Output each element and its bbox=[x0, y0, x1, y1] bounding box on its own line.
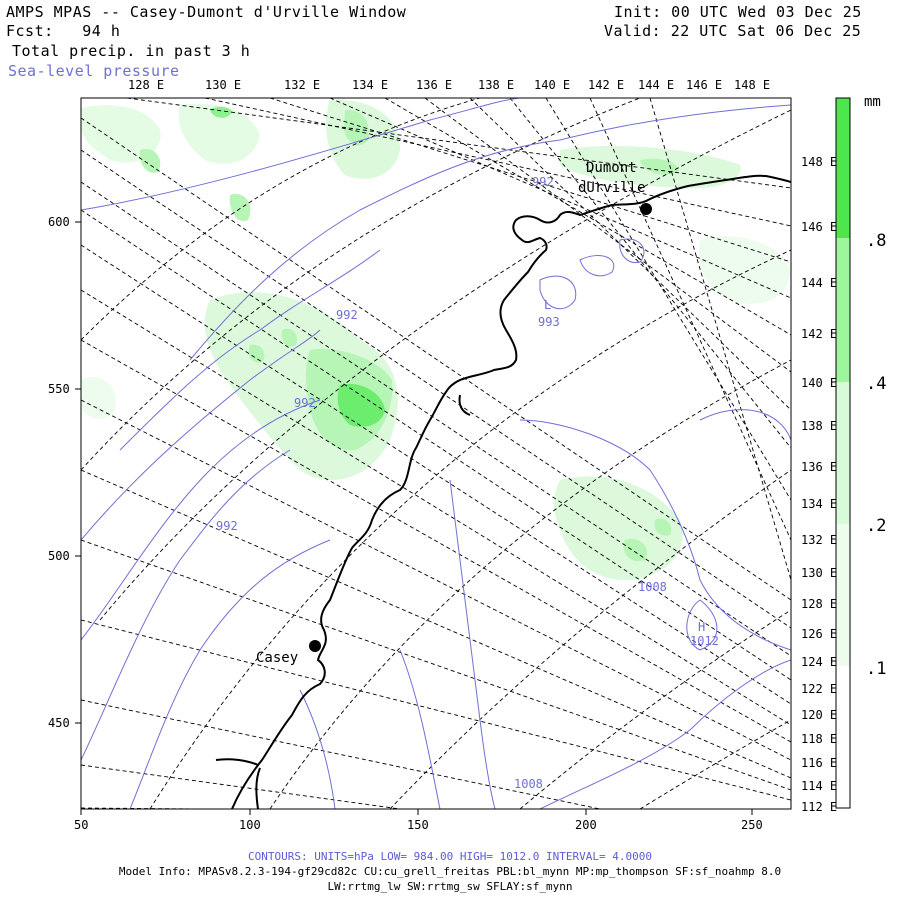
contour-label: 992 bbox=[336, 308, 358, 322]
top-lon-label: 130 E bbox=[205, 78, 242, 92]
right-lon-label: 142 E bbox=[801, 327, 838, 341]
coastline bbox=[215, 174, 791, 809]
contour-label: 1012 bbox=[690, 634, 719, 648]
right-lon-label: 124 E bbox=[801, 655, 838, 669]
top-lon-label: 134 E bbox=[352, 78, 389, 92]
x-tick-label: 100 bbox=[239, 818, 261, 832]
right-lon-label: 134 E bbox=[801, 497, 838, 511]
x-axis-ticks bbox=[80, 809, 753, 815]
y-tick-label: 500 bbox=[48, 549, 70, 563]
init-time: Init: 00 UTC Wed 03 Dec 25 bbox=[614, 3, 862, 21]
plot-area bbox=[81, 98, 791, 809]
y-tick-label: 600 bbox=[48, 215, 70, 229]
dumont-label-line1: Dumont bbox=[586, 160, 637, 176]
colorbar-unit: mm bbox=[864, 94, 881, 110]
contour-label: 992 bbox=[294, 396, 316, 410]
right-lon-label: 112 E bbox=[801, 800, 838, 814]
y-tick-label: 450 bbox=[48, 716, 70, 730]
y-axis-ticks bbox=[75, 221, 81, 724]
right-lon-label: 128 E bbox=[801, 597, 838, 611]
dumont-label-line2: dUrville bbox=[578, 180, 646, 196]
contour-label: 992 bbox=[532, 175, 554, 189]
x-tick-label: 150 bbox=[407, 818, 429, 832]
top-lon-label: 144 E bbox=[638, 78, 675, 92]
right-lon-label: 120 E bbox=[801, 708, 838, 722]
field-description: Total precip. in past 3 h bbox=[12, 42, 251, 60]
right-lon-label: 136 E bbox=[801, 460, 838, 474]
right-lon-label: 148 E bbox=[801, 155, 838, 169]
x-tick-label: 250 bbox=[741, 818, 763, 832]
top-lon-label: 136 E bbox=[416, 78, 453, 92]
contour-label: 1008 bbox=[638, 580, 667, 594]
model-info: Model Info: MPASv8.2.3-194-gf29cd82c CU:… bbox=[118, 865, 782, 878]
precip-shading bbox=[81, 99, 790, 581]
right-lon-label: 130 E bbox=[801, 566, 838, 580]
top-lon-label: 140 E bbox=[534, 78, 571, 92]
right-lon-label: 140 E bbox=[801, 376, 838, 390]
x-tick-label: 50 bbox=[74, 818, 89, 832]
right-lon-label: 132 E bbox=[801, 533, 838, 547]
low-pressure-marker: L bbox=[544, 298, 552, 312]
casey-label: Casey bbox=[256, 650, 299, 666]
casey-station bbox=[309, 640, 321, 652]
valid-time: Valid: 22 UTC Sat 06 Dec 25 bbox=[604, 22, 862, 40]
longitude-grid bbox=[81, 98, 791, 809]
contour-label: 993 bbox=[538, 315, 560, 329]
top-lon-label: 138 E bbox=[478, 78, 515, 92]
right-lon-label: 144 E bbox=[801, 276, 838, 290]
x-tick-label: 200 bbox=[575, 818, 597, 832]
right-lon-label: 122 E bbox=[801, 682, 838, 696]
right-lon-label: 118 E bbox=[801, 732, 838, 746]
contour-label: 992 bbox=[216, 519, 238, 533]
colorbar bbox=[835, 97, 851, 809]
forecast-hour: Fcst: 94 h bbox=[6, 22, 121, 40]
colorbar-label: .8 bbox=[866, 231, 887, 251]
top-lon-label: 128 E bbox=[128, 78, 165, 92]
plot-frame bbox=[80, 97, 792, 810]
colorbar-label: .1 bbox=[866, 659, 887, 679]
top-lon-label: 148 E bbox=[734, 78, 771, 92]
map-title: AMPS MPAS -- Casey-Dumont d'Urville Wind… bbox=[6, 3, 407, 21]
top-lon-label: 142 E bbox=[588, 78, 625, 92]
right-lon-label: 116 E bbox=[801, 756, 838, 770]
top-lon-label: 132 E bbox=[284, 78, 321, 92]
pressure-contours bbox=[81, 98, 791, 809]
right-lon-label: 126 E bbox=[801, 627, 838, 641]
colorbar-label: .2 bbox=[866, 516, 887, 536]
model-info-physics: LW:rrtmg_lw SW:rrtmg_sw SFLAY:sf_mynn bbox=[327, 880, 573, 893]
right-lon-label: 146 E bbox=[801, 220, 838, 234]
dumont-durville-station bbox=[640, 203, 652, 215]
high-pressure-marker: H bbox=[698, 620, 706, 634]
colorbar-label: .4 bbox=[866, 374, 887, 394]
overlay-label: Sea-level pressure bbox=[8, 62, 180, 80]
right-lon-label: 114 E bbox=[801, 779, 838, 793]
latitude-grid bbox=[81, 98, 791, 809]
y-tick-label: 550 bbox=[48, 382, 70, 396]
right-lon-label: 138 E bbox=[801, 419, 838, 433]
contour-info: CONTOURS: UNITS=hPa LOW= 984.00 HIGH= 10… bbox=[248, 850, 652, 863]
top-lon-label: 146 E bbox=[686, 78, 723, 92]
contour-label: 1008 bbox=[514, 777, 543, 791]
